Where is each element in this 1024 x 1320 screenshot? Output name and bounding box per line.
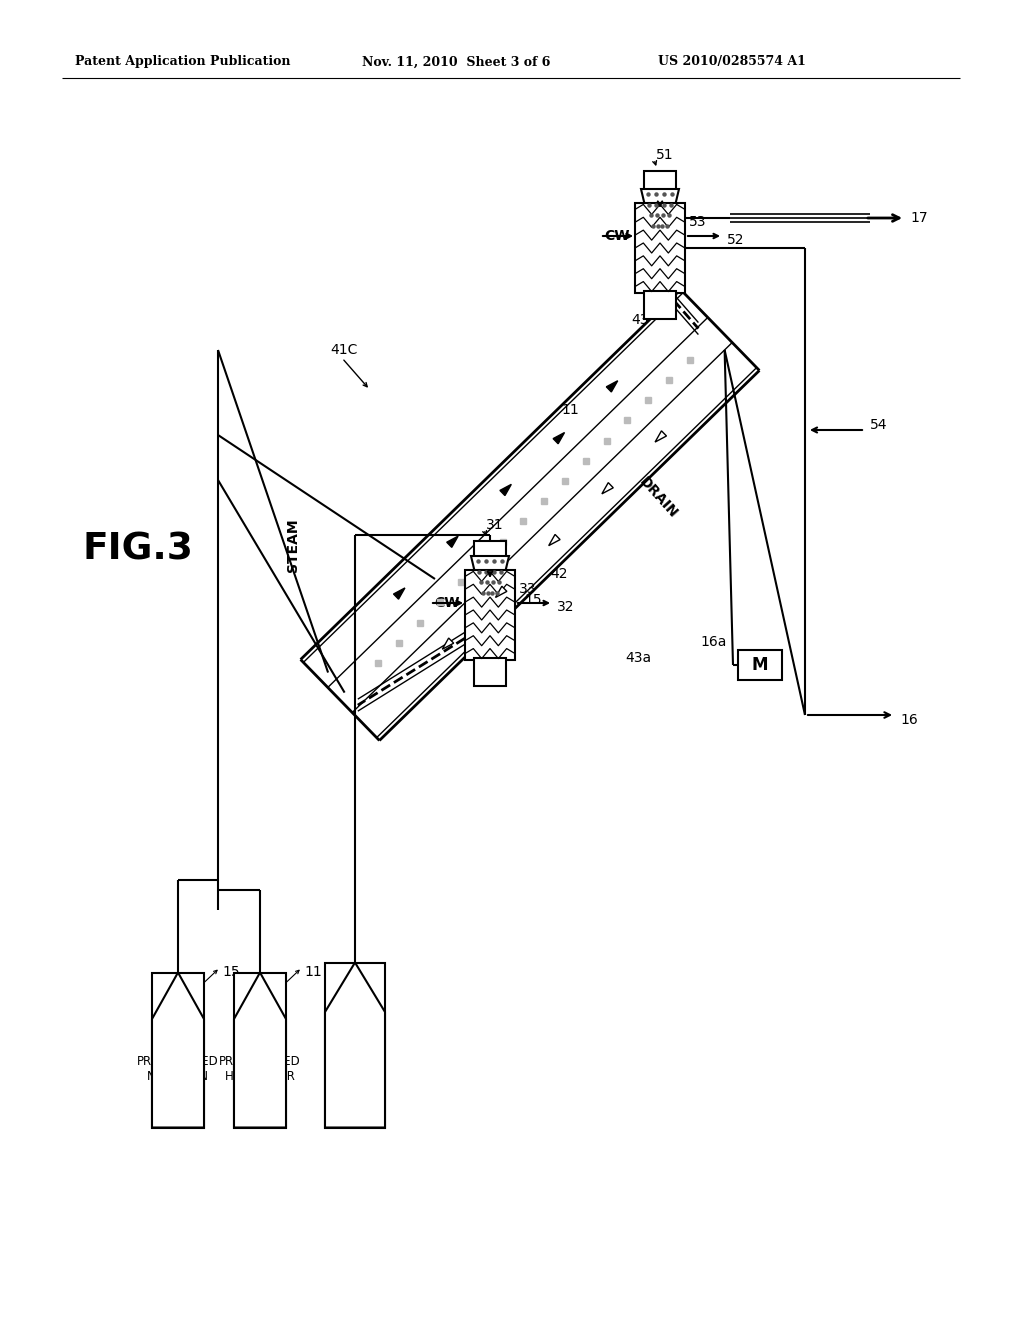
Polygon shape [325,962,385,1127]
Bar [465,570,515,660]
Polygon shape [549,535,560,545]
Bar [738,649,782,680]
Text: 31: 31 [486,517,504,532]
Text: CW: CW [604,228,630,243]
Text: Nov. 11, 2010  Sheet 3 of 6: Nov. 11, 2010 Sheet 3 of 6 [362,55,550,69]
Text: FIG.3: FIG.3 [82,532,193,568]
Polygon shape [393,587,404,599]
Text: 43a: 43a [625,651,651,665]
Text: 41C: 41C [330,343,357,356]
Text: 16a: 16a [700,635,726,649]
Text: 52: 52 [727,234,744,247]
Text: DRAIN: DRAIN [636,475,680,521]
Bar [152,973,204,1127]
Polygon shape [152,973,204,1127]
Text: PRESSURIZED
NITROGEN: PRESSURIZED NITROGEN [137,1055,219,1082]
Bar [325,962,385,1127]
Polygon shape [606,380,617,392]
Bar [644,290,676,319]
Text: 53: 53 [689,215,707,228]
Text: 11: 11 [561,404,580,417]
Polygon shape [471,556,509,598]
Text: CW: CW [434,597,460,610]
Text: 15: 15 [222,965,240,979]
Bar [474,541,506,569]
Text: 11: 11 [304,965,322,979]
Text: 15: 15 [524,593,542,607]
Polygon shape [641,189,679,231]
Text: PRESSURIZED
HOT WATER: PRESSURIZED HOT WATER [219,1055,301,1082]
Text: M: M [752,656,768,675]
Text: STEAM: STEAM [286,519,300,572]
Text: 42: 42 [551,568,568,581]
Polygon shape [655,430,667,442]
Text: Patent Application Publication: Patent Application Publication [75,55,291,69]
Bar [474,657,506,686]
Polygon shape [496,586,507,598]
Text: 32: 32 [557,601,574,614]
Bar [644,172,676,199]
Text: 43: 43 [632,313,649,327]
Bar [234,973,286,1127]
Polygon shape [446,536,458,548]
Text: US 2010/0285574 A1: US 2010/0285574 A1 [658,55,806,69]
Polygon shape [602,483,613,494]
Polygon shape [500,484,511,495]
Text: 16: 16 [900,713,918,727]
Polygon shape [234,973,286,1127]
Text: 33: 33 [519,582,537,597]
Text: 54: 54 [870,418,888,432]
Text: 17: 17 [910,211,928,224]
Text: 51: 51 [656,148,674,162]
Polygon shape [442,638,454,649]
Text: BIOMASS
MATERIAL: BIOMASS MATERIAL [326,1051,384,1078]
Bar [635,203,685,293]
Polygon shape [553,433,564,444]
